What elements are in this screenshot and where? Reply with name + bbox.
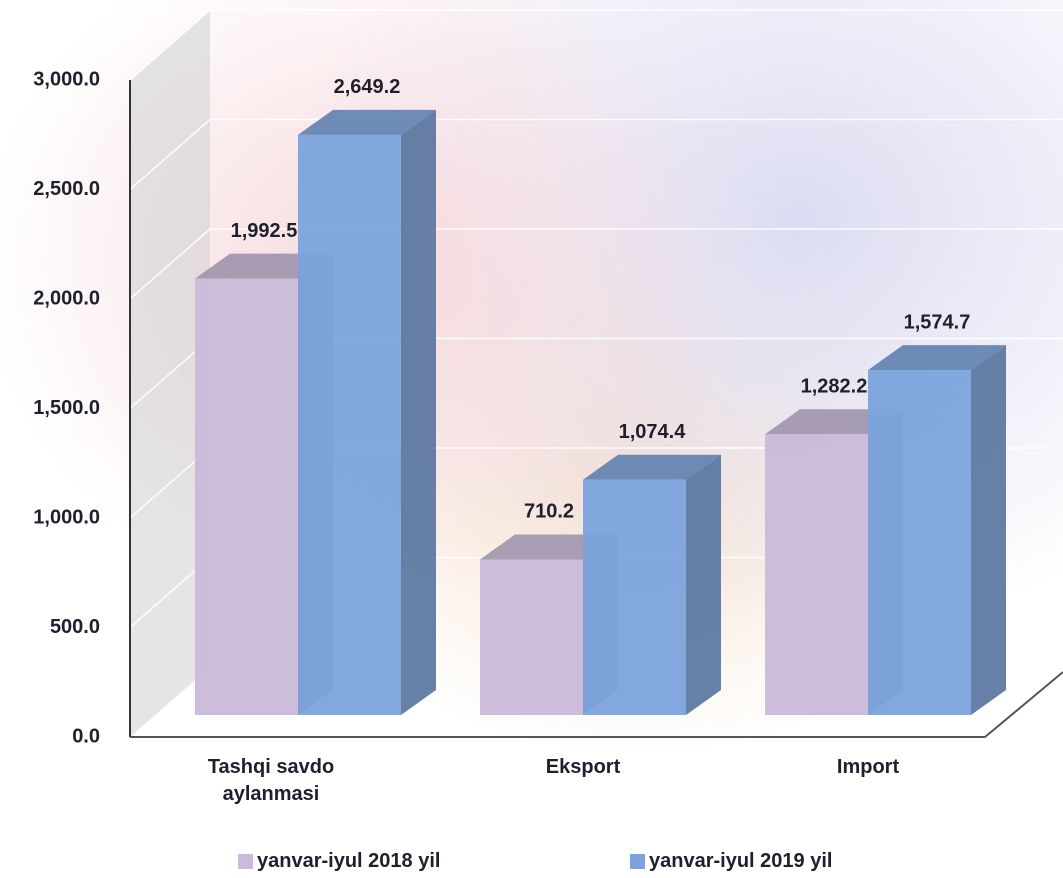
legend-swatch xyxy=(238,854,253,869)
bar xyxy=(583,479,686,715)
grid-line xyxy=(129,228,1063,300)
legend-swatch xyxy=(630,854,645,869)
y-tick-label: 0.0 xyxy=(72,725,100,747)
bar xyxy=(868,370,971,715)
legend-entry: yanvar-iyul 2019 yil xyxy=(630,850,832,873)
bar-top xyxy=(298,109,436,135)
x-tick-label: Tashqi savdo aylanmasi xyxy=(207,756,335,805)
y-tick-label: 500.0 xyxy=(50,616,100,638)
bar xyxy=(298,134,401,715)
y-tick-label: 2,500.0 xyxy=(33,178,100,200)
y-tick-label: 3,000.0 xyxy=(33,68,100,90)
y-tick-label: 2,000.0 xyxy=(33,287,100,309)
grid-line xyxy=(129,9,1063,81)
y-tick-label: 1,500.0 xyxy=(33,397,100,419)
floor xyxy=(130,671,1063,738)
bar-top xyxy=(583,454,721,480)
bar-side xyxy=(971,345,1006,715)
x-tick-label: Eksport xyxy=(545,756,621,778)
bar-side xyxy=(401,109,436,716)
legend-label: yanvar-iyul 2019 yil xyxy=(649,850,833,872)
bar xyxy=(765,434,868,715)
legend-entry: yanvar-iyul 2018 yil xyxy=(238,850,440,873)
legend-label: yanvar-iyul 2018 yil xyxy=(257,850,441,872)
value-label: 1,992.5 xyxy=(231,220,298,242)
bar-top xyxy=(868,345,1006,371)
value-label: 2,649.2 xyxy=(334,76,401,98)
x-tick-label: Import xyxy=(836,756,900,778)
bar-side xyxy=(686,454,721,715)
value-label: 1,282.2 xyxy=(801,375,868,397)
value-label: 1,574.7 xyxy=(904,311,971,333)
y-tick-label: 1,000.0 xyxy=(33,506,100,528)
value-label: 710.2 xyxy=(524,501,574,523)
bar xyxy=(480,559,583,715)
bar xyxy=(195,278,298,715)
value-label: 1,074.4 xyxy=(619,421,687,443)
grid-line xyxy=(129,118,1063,191)
